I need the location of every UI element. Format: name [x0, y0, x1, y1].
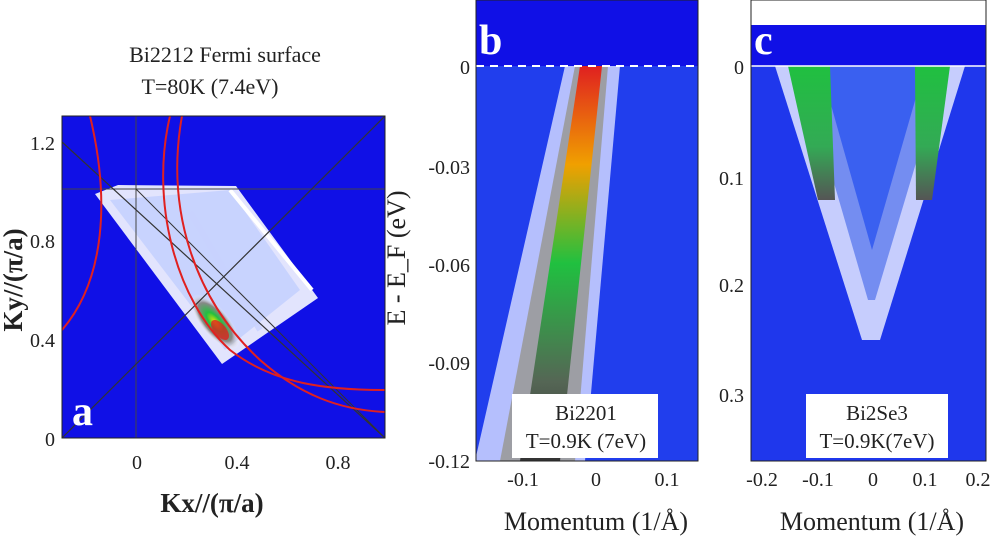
panel-c-sample: Bi2Se3 — [846, 401, 908, 425]
panel-b-label-box — [512, 394, 658, 458]
panel-b-conditions: T=0.9K (7eV) — [526, 429, 646, 453]
panel-b: 0 -0.03 -0.06 -0.09 -0.12 -0.1 0 0.1 E -… — [382, 0, 699, 536]
panel-c-ytick: 0.2 — [719, 275, 744, 297]
panel-c-ytick: 0.3 — [719, 385, 744, 407]
panel-b-ytick-labels: 0 -0.03 -0.06 -0.09 -0.12 — [428, 57, 470, 473]
panel-c: 0 0.1 0.2 0.3 -0.2 -0.1 0 0.1 0.2 Moment… — [719, 0, 991, 536]
panel-c-xtick: 0.2 — [966, 469, 991, 491]
panel-a-title-line2: T=80K (7.4eV) — [141, 74, 278, 99]
panel-b-sample: Bi2201 — [555, 401, 617, 425]
panel-c-ytick: 0.1 — [719, 168, 744, 190]
panel-a-ytick: 1.2 — [30, 133, 55, 155]
panel-b-xtick: -0.1 — [507, 469, 539, 491]
panel-b-ylabel: E - E_F (eV) — [382, 190, 411, 325]
panel-a-title-line1: Bi2212 Fermi surface — [129, 42, 321, 67]
panel-b-band — [520, 66, 602, 461]
panel-a-ytick: 0.8 — [30, 231, 55, 253]
panel-a-xtick: 0 — [132, 452, 142, 474]
panel-a-contour-inner — [162, 116, 385, 391]
panel-c-xtick: 0 — [868, 469, 878, 491]
panel-c-xtick: -0.2 — [746, 469, 778, 491]
panel-b-xlabel: Momentum (1/Å) — [504, 507, 688, 536]
panel-c-xtick-labels: -0.2 -0.1 0 0.1 0.2 — [746, 469, 990, 491]
panel-a-contour-outer — [62, 116, 103, 331]
panel-c-right-branch — [915, 66, 950, 200]
panel-a-contour-mid — [176, 116, 385, 413]
panel-b-xtick: 0.1 — [655, 469, 680, 491]
panel-c-letter: c — [754, 18, 773, 64]
panel-b-ytick: -0.09 — [428, 353, 470, 375]
panel-c-conditions: T=0.9K(7eV) — [819, 429, 934, 453]
panel-b-letter: b — [479, 18, 502, 64]
panel-a: Bi2212 Fermi surface T=80K (7.4eV) — [0, 42, 386, 518]
panel-c-left-branch — [788, 66, 835, 200]
panel-a-xtick: 0.8 — [326, 452, 351, 474]
panel-a-ytick: 0.4 — [30, 330, 55, 352]
panel-a-diagonal-1 — [62, 141, 385, 438]
panel-a-ytick-labels: 0 0.4 0.8 1.2 — [30, 133, 55, 451]
panel-b-ytick: 0 — [460, 57, 470, 79]
panel-c-xtick: -0.1 — [802, 469, 834, 491]
panel-a-ylabel: Ky//(π/a) — [0, 228, 28, 331]
panel-a-ytick: 0 — [45, 429, 55, 451]
panel-b-ytick: -0.06 — [428, 255, 470, 277]
panel-c-label-box — [806, 394, 948, 458]
panel-b-ytick: -0.03 — [428, 157, 470, 179]
panel-a-xtick-labels: 0 0.4 0.8 — [132, 452, 351, 474]
panel-c-ytick: 0 — [734, 57, 744, 79]
panel-a-xlabel: Kx//(π/a) — [160, 488, 263, 518]
panel-b-ytick: -0.12 — [428, 451, 470, 473]
panel-c-xtick: 0.1 — [913, 469, 938, 491]
panel-a-letter: a — [72, 389, 93, 435]
panel-b-xtick-labels: -0.1 0 0.1 — [507, 469, 679, 491]
panel-a-xtick: 0.4 — [225, 452, 250, 474]
panel-c-xlabel: Momentum (1/Å) — [780, 507, 964, 536]
panel-b-xtick: 0 — [591, 469, 601, 491]
panel-c-ytick-labels: 0 0.1 0.2 0.3 — [719, 57, 744, 407]
